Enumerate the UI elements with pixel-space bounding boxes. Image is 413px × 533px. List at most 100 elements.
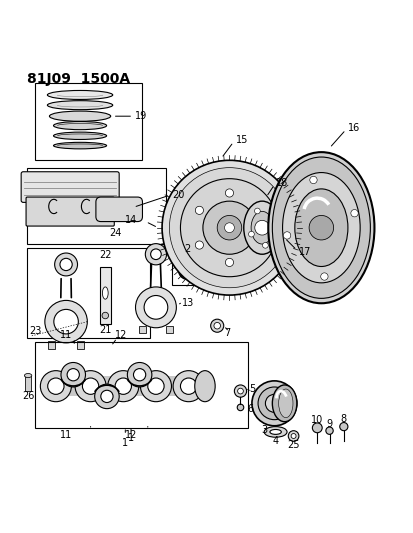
Text: 1: 1 [122,438,128,448]
Text: 23: 23 [29,326,42,336]
Ellipse shape [251,212,273,244]
Circle shape [100,390,113,402]
Ellipse shape [47,101,112,110]
Circle shape [210,319,223,332]
FancyBboxPatch shape [21,172,119,203]
Circle shape [255,241,263,249]
Bar [36,83,141,160]
Text: 9: 9 [326,419,332,429]
Bar [139,326,145,333]
Text: 6: 6 [247,405,253,415]
Ellipse shape [243,201,280,254]
Circle shape [262,243,268,248]
Circle shape [193,273,196,276]
Circle shape [237,404,243,411]
Ellipse shape [294,189,347,266]
Circle shape [150,249,161,260]
Circle shape [224,223,234,232]
Text: 21: 21 [99,325,111,335]
Circle shape [320,273,327,280]
Ellipse shape [268,152,373,303]
Circle shape [234,385,246,397]
Text: 11: 11 [60,330,72,340]
Ellipse shape [53,142,106,149]
Text: 26: 26 [22,391,34,401]
Circle shape [312,423,321,433]
Text: 18: 18 [276,178,288,188]
Bar [172,256,202,285]
Bar [48,341,55,350]
Circle shape [269,216,274,222]
Text: 15: 15 [235,135,247,145]
Circle shape [283,232,290,239]
Bar [166,326,172,333]
Text: 17: 17 [298,247,311,257]
Ellipse shape [269,430,281,434]
Text: 19: 19 [135,111,147,121]
Bar [36,342,247,428]
Text: 16: 16 [347,123,359,133]
Circle shape [325,427,332,434]
Circle shape [309,215,333,240]
Circle shape [217,215,241,240]
Ellipse shape [263,426,286,437]
Circle shape [169,168,289,288]
Text: 81J09  1500A: 81J09 1500A [27,72,130,86]
Circle shape [248,231,254,237]
Circle shape [309,176,316,184]
Text: 2: 2 [184,244,190,254]
Circle shape [60,259,72,271]
Circle shape [254,208,260,214]
Text: 7: 7 [224,328,230,338]
Text: 11: 11 [60,430,72,440]
Ellipse shape [49,111,110,122]
Text: 25: 25 [287,440,299,450]
Text: 1: 1 [128,433,134,443]
Text: 20: 20 [172,190,184,200]
Circle shape [54,309,78,334]
Circle shape [255,206,263,214]
Ellipse shape [53,132,106,140]
Text: 8: 8 [340,414,346,424]
Text: 24: 24 [109,228,121,238]
Circle shape [350,209,357,217]
Circle shape [195,241,203,249]
Circle shape [115,378,131,394]
Circle shape [161,160,296,295]
Text: 3: 3 [261,425,267,435]
FancyBboxPatch shape [96,197,142,222]
Ellipse shape [102,287,108,299]
Ellipse shape [194,370,215,402]
Circle shape [147,378,164,394]
Circle shape [61,362,85,387]
Circle shape [102,312,108,319]
Circle shape [82,378,99,394]
Text: 12: 12 [115,330,127,340]
Circle shape [254,220,269,235]
Ellipse shape [282,173,359,283]
Circle shape [45,301,87,343]
Bar [123,376,156,397]
Bar [76,341,84,350]
Circle shape [95,384,119,409]
Ellipse shape [47,91,112,100]
Circle shape [252,381,296,426]
Bar [27,168,166,244]
Circle shape [339,423,347,431]
Bar [90,376,123,397]
Text: 4: 4 [272,436,278,446]
Bar [25,376,31,391]
Circle shape [75,370,106,402]
Circle shape [225,189,233,197]
Circle shape [290,433,295,439]
Bar [100,266,110,324]
Circle shape [145,244,166,265]
Circle shape [173,370,204,402]
Bar [156,376,188,397]
Ellipse shape [24,374,32,377]
Circle shape [265,394,282,413]
Text: 22: 22 [99,250,111,260]
Circle shape [135,287,176,328]
Circle shape [107,370,138,402]
Circle shape [140,370,171,402]
